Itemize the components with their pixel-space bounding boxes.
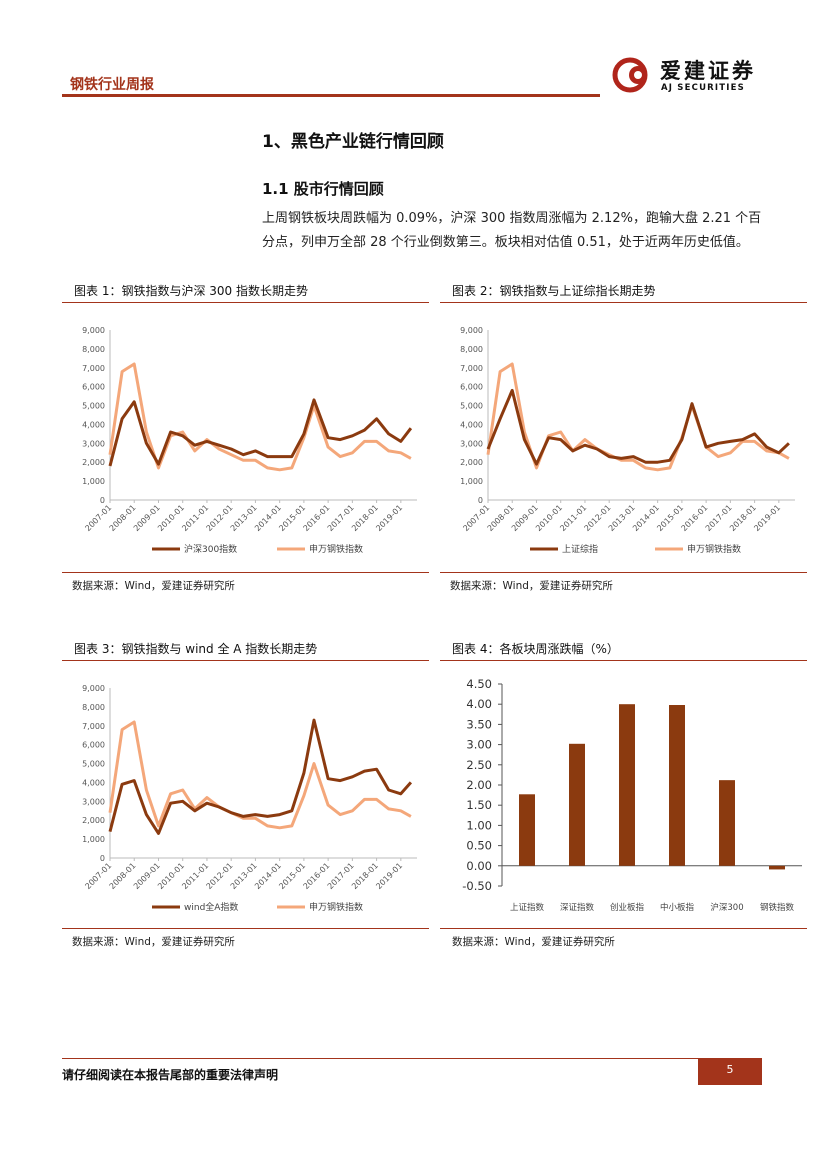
page-number: 5 (698, 1059, 762, 1085)
y-tick-label: 3.50 (466, 717, 492, 731)
y-tick-label: 0 (100, 496, 105, 505)
y-tick-label: 0.00 (466, 859, 492, 873)
y-tick-label: 2,000 (82, 816, 105, 825)
figure-1: 图表 1：钢铁指数与沪深 300 指数长期走势 (62, 282, 429, 303)
header-rule (62, 94, 600, 97)
y-tick-label: 0 (100, 854, 105, 863)
report-header-title: 钢铁行业周报 (70, 77, 154, 93)
category-label: 创业板指 (610, 902, 645, 913)
y-tick-label: 1.50 (466, 798, 492, 812)
figure-3-rule (62, 928, 429, 929)
bar (519, 794, 535, 866)
series-line (486, 388, 790, 466)
y-tick-label: 4.50 (466, 677, 492, 691)
figure-3-chart: 0 1,000 2,000 3,000 4,000 5,000 6,000 7,000 8,00… (82, 684, 417, 913)
y-tick-label: 6,000 (460, 383, 483, 392)
figure-4-chart: 4.50 4.00 3.50 3.00 2.50 2.00 1.50 1.00 0.50 0.00… (462, 677, 802, 913)
y-tick-label: 0 (478, 496, 483, 505)
y-tick-label: 9,000 (82, 326, 105, 335)
series-line (108, 720, 412, 830)
figure-2: 图表 2：钢铁指数与上证综指长期走势 (440, 282, 807, 303)
y-tick-label: 2.50 (466, 758, 492, 772)
figure-1-title: 图表 1：钢铁指数与沪深 300 指数长期走势 (62, 282, 429, 303)
y-tick-label: -0.50 (462, 879, 492, 893)
y-tick-label: 3,000 (82, 439, 105, 448)
x-tick-label: 2019-01 (374, 503, 404, 533)
y-tick-label: 6,000 (82, 741, 105, 750)
category-label: 中小板指 (660, 902, 695, 913)
y-tick-label: 2.00 (466, 778, 492, 792)
figure-3: 图表 3：钢铁指数与 wind 全 A 指数长期走势 (62, 640, 429, 661)
y-tick-label: 5,000 (460, 402, 483, 411)
legend-label: 申万钢铁指数 (309, 543, 363, 555)
category-label: 上证指数 (510, 902, 545, 913)
section-title: 1、黑色产业链行情回顾 (262, 132, 444, 152)
legend-label: wind全A指数 (184, 901, 238, 913)
y-tick-label: 4,000 (82, 420, 105, 429)
logo-mark-icon (612, 57, 648, 93)
y-tick-label: 2,000 (82, 458, 105, 467)
y-tick-label: 1,000 (82, 477, 105, 486)
y-tick-label: 5,000 (82, 760, 105, 769)
y-tick-label: 2,000 (460, 458, 483, 467)
y-tick-label: 4,000 (82, 778, 105, 787)
series-line (108, 718, 413, 835)
legend-label: 申万钢铁指数 (309, 901, 363, 913)
y-tick-label: 1,000 (460, 477, 483, 486)
logo-chinese-name: 爱建证券 (660, 59, 756, 83)
figure-4-title: 图表 4：各板块周涨跌幅（%） (440, 640, 807, 661)
figure-2-rule (440, 572, 807, 573)
figure-3-title: 图表 3：钢铁指数与 wind 全 A 指数长期走势 (62, 640, 429, 661)
figure-1-source: 数据来源：Wind，爱建证券研究所 (72, 580, 235, 592)
y-tick-label: 0.50 (466, 839, 492, 853)
subsection-title: 1.1 股市行情回顾 (262, 180, 384, 198)
y-tick-label: 1,000 (82, 835, 105, 844)
y-tick-label: 6,000 (82, 383, 105, 392)
y-tick-label: 4,000 (460, 420, 483, 429)
series-line (108, 398, 413, 467)
summary-paragraph: 上周钢铁板块周跌幅为 0.09%，沪深 300 指数周涨幅为 2.12%，跑输大… (262, 211, 762, 250)
bar (669, 705, 685, 866)
y-tick-label: 9,000 (460, 326, 483, 335)
bar (619, 704, 635, 866)
company-logo: 爱建证券 AJ SECURITIES (612, 57, 772, 97)
y-tick-label: 7,000 (82, 722, 105, 731)
y-tick-label: 3,000 (460, 439, 483, 448)
legend-label: 上证综指 (562, 543, 598, 555)
figure-4: 图表 4：各板块周涨跌幅（%） (440, 640, 807, 661)
category-label: 深证指数 (560, 902, 595, 913)
y-tick-label: 5,000 (82, 402, 105, 411)
category-label: 沪深300 (710, 902, 743, 913)
figure-2-source: 数据来源：Wind，爱建证券研究所 (450, 580, 613, 592)
y-tick-label: 8,000 (82, 703, 105, 712)
figure-2-chart: 0 1,000 2,000 3,000 4,000 5,000 6,000 7,000 8,00… (460, 326, 795, 555)
footer-rule (62, 1058, 762, 1059)
bar (719, 780, 735, 866)
category-label: 钢铁指数 (760, 902, 795, 913)
y-tick-label: 9,000 (82, 684, 105, 693)
y-tick-label: 1.00 (466, 818, 492, 832)
figure-2-title: 图表 2：钢铁指数与上证综指长期走势 (440, 282, 807, 303)
footer-disclaimer: 请仔细阅读在本报告尾部的重要法律声明 (62, 1068, 279, 1082)
legend-label: 沪深300指数 (184, 543, 237, 555)
figure-1-chart: 0 1,000 2,000 3,000 4,000 5,000 6,000 7,000 8,00… (82, 326, 417, 555)
figure-4-rule (440, 928, 807, 929)
x-tick-label: 2019-01 (374, 861, 404, 891)
figure-3-source: 数据来源：Wind，爱建证券研究所 (72, 936, 235, 948)
y-tick-label: 7,000 (82, 364, 105, 373)
figure-4-source: 数据来源：Wind，爱建证券研究所 (452, 936, 615, 948)
legend-label: 申万钢铁指数 (687, 543, 741, 555)
logo-english-name: AJ SECURITIES (661, 83, 745, 93)
y-tick-label: 3,000 (82, 797, 105, 806)
bar (769, 865, 785, 870)
x-tick-label: 2019-01 (752, 503, 782, 533)
y-tick-label: 8,000 (460, 345, 483, 354)
y-tick-label: 3.00 (466, 738, 492, 752)
y-tick-label: 8,000 (82, 345, 105, 354)
bar (569, 743, 585, 866)
y-tick-label: 4.00 (466, 697, 492, 711)
figure-1-rule (62, 572, 429, 573)
y-tick-label: 7,000 (460, 364, 483, 373)
